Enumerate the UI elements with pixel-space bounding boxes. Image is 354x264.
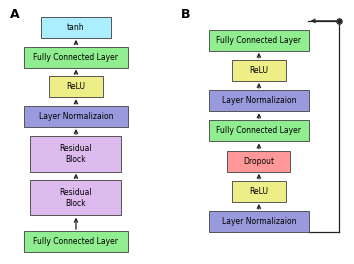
FancyBboxPatch shape <box>49 76 103 97</box>
FancyBboxPatch shape <box>30 136 121 172</box>
FancyBboxPatch shape <box>232 60 286 81</box>
Text: Layer Normalizaion: Layer Normalizaion <box>222 96 296 105</box>
Text: Layer Normalizaion: Layer Normalizaion <box>39 112 113 121</box>
FancyBboxPatch shape <box>41 17 111 38</box>
FancyBboxPatch shape <box>227 151 290 172</box>
Text: ReLU: ReLU <box>67 82 85 91</box>
FancyBboxPatch shape <box>209 120 309 142</box>
FancyBboxPatch shape <box>23 231 129 252</box>
Text: Layer Normalizaion: Layer Normalizaion <box>222 217 296 226</box>
FancyBboxPatch shape <box>209 90 309 111</box>
Text: tanh: tanh <box>67 23 85 32</box>
Text: Residual
Block: Residual Block <box>59 188 92 208</box>
FancyBboxPatch shape <box>23 46 129 68</box>
Text: Residual
Block: Residual Block <box>59 144 92 164</box>
FancyBboxPatch shape <box>232 181 286 202</box>
FancyBboxPatch shape <box>209 211 309 232</box>
Text: Fully Connected Layer: Fully Connected Layer <box>216 126 301 135</box>
Text: A: A <box>10 8 19 21</box>
FancyBboxPatch shape <box>209 30 309 51</box>
Text: Fully Connected Layer: Fully Connected Layer <box>33 237 119 246</box>
FancyBboxPatch shape <box>23 106 129 127</box>
FancyBboxPatch shape <box>30 180 121 215</box>
Text: Fully Connected Layer: Fully Connected Layer <box>216 36 301 45</box>
Text: ReLU: ReLU <box>249 187 268 196</box>
Text: B: B <box>181 8 190 21</box>
Text: ReLU: ReLU <box>249 66 268 75</box>
Text: Fully Connected Layer: Fully Connected Layer <box>33 53 119 62</box>
Text: Dropout: Dropout <box>243 157 274 166</box>
